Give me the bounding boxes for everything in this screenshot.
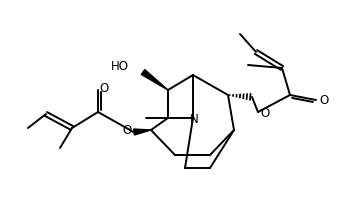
Text: O: O <box>99 82 109 94</box>
Text: O: O <box>122 124 131 138</box>
Polygon shape <box>134 129 151 135</box>
Polygon shape <box>141 70 168 90</box>
Text: HO: HO <box>111 60 129 73</box>
Text: O: O <box>319 94 329 107</box>
Text: N: N <box>190 112 198 126</box>
Text: O: O <box>261 107 270 119</box>
